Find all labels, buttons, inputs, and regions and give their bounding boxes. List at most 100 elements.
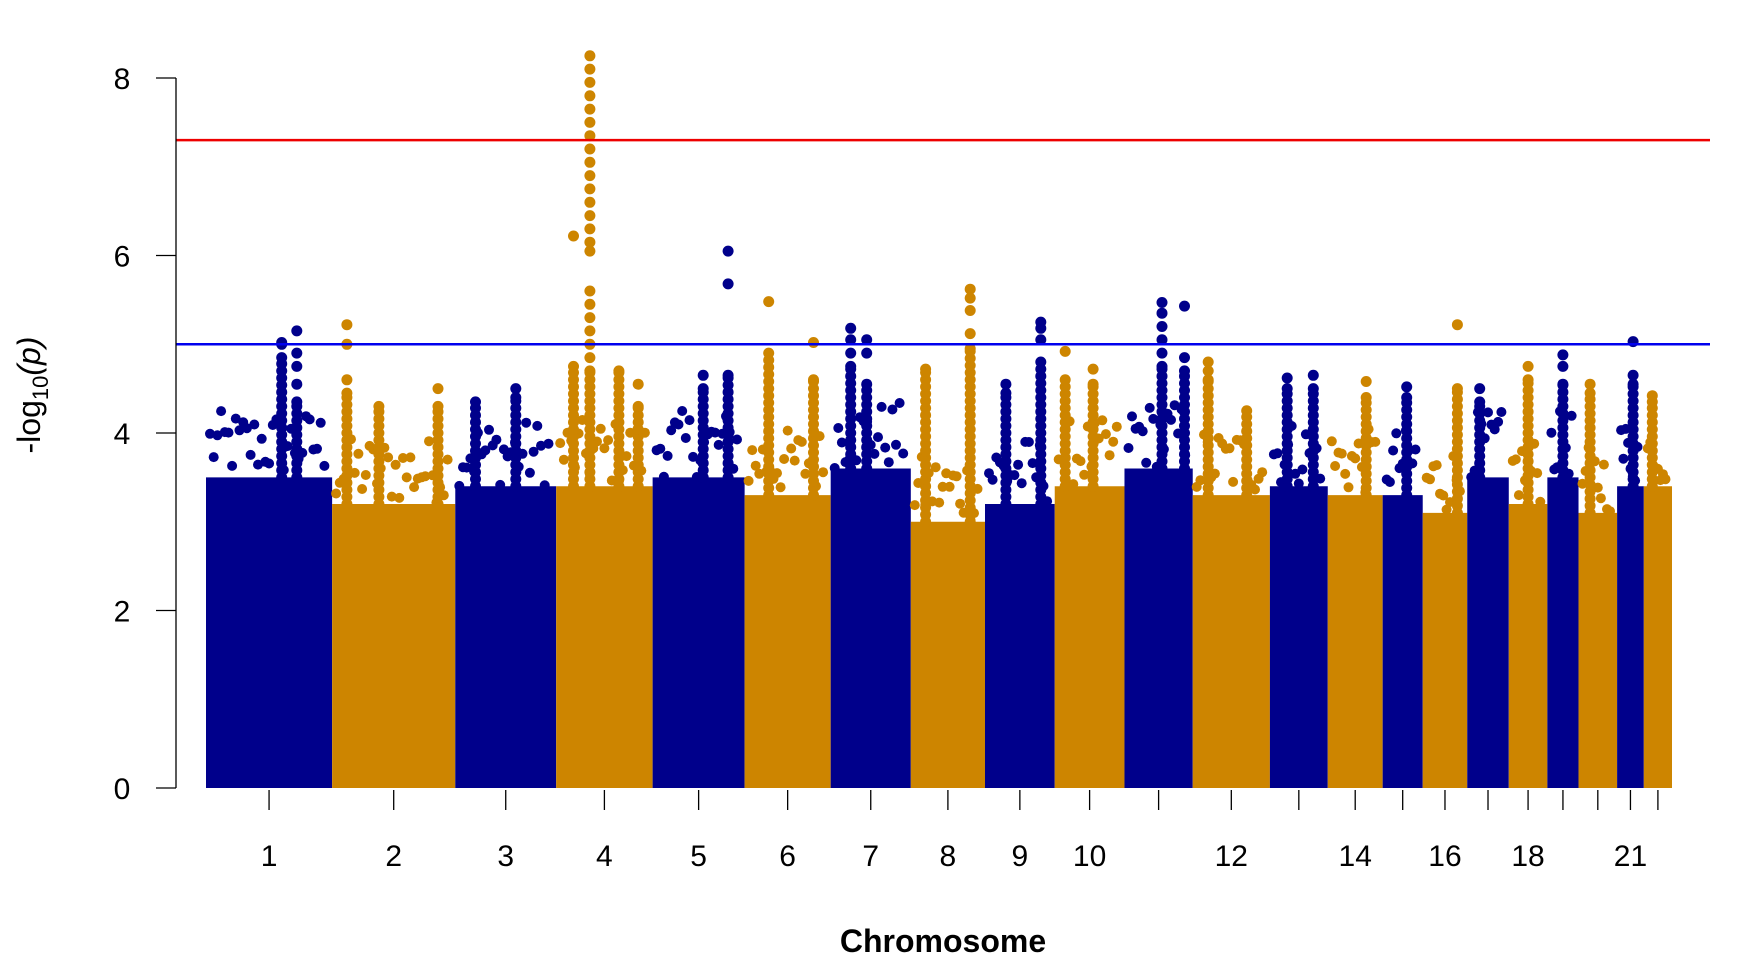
snp-point <box>584 223 596 235</box>
peak-chr-3 <box>470 396 481 492</box>
snp-point <box>584 170 596 182</box>
snp-point <box>1023 437 1034 447</box>
snp-point <box>887 404 898 415</box>
snp-point <box>1307 369 1319 381</box>
snp-point <box>697 369 709 381</box>
chromosome-14-bulk <box>1327 495 1383 788</box>
snp-point <box>1627 369 1639 381</box>
snp-point <box>584 236 596 248</box>
chromosome-4-bulk <box>556 486 653 788</box>
snp-point <box>898 448 909 459</box>
snp-point <box>291 325 303 337</box>
snp-point <box>599 443 610 454</box>
snp-point <box>353 448 364 459</box>
snp-point <box>1035 334 1047 346</box>
y-axis-title-subscript: 10 <box>28 376 53 400</box>
snp-point <box>584 63 596 75</box>
snp-point <box>880 442 891 453</box>
chromosome-15-bulk <box>1382 495 1423 788</box>
snp-point <box>710 427 721 438</box>
chromosome-5-points <box>651 406 745 788</box>
snp-point <box>394 492 405 503</box>
peak-chr-15 <box>1401 381 1413 501</box>
snp-point <box>532 420 543 431</box>
snp-point <box>1202 365 1214 377</box>
snp-point <box>782 425 793 436</box>
peak-chr-6 <box>763 296 775 501</box>
snp-point <box>291 347 303 359</box>
chromosome-13-points <box>1268 421 1328 788</box>
snp-point <box>1489 424 1500 435</box>
chromosome-11-points <box>1123 400 1193 788</box>
peak-chr-14 <box>1360 376 1372 501</box>
snp-point <box>584 103 596 115</box>
snp-point <box>1293 478 1304 489</box>
snp-point <box>1336 448 1347 459</box>
snp-point <box>1075 456 1086 467</box>
snp-point <box>249 419 260 430</box>
snp-point <box>1388 445 1399 456</box>
y-tick-label-2: 2 <box>114 596 131 629</box>
y-axis: 0 2 4 6 8 <box>114 63 177 806</box>
x-tick-label-9: 9 <box>1012 840 1029 873</box>
peak-chr-10 <box>1087 363 1099 492</box>
snp-point <box>1087 378 1099 390</box>
snp-point <box>409 482 420 493</box>
snp-point <box>1156 297 1168 308</box>
snp-point <box>1228 476 1239 487</box>
snp-point <box>390 459 401 470</box>
snp-point <box>1068 479 1079 490</box>
snp-point <box>818 467 829 478</box>
peak-chr-7 <box>845 322 857 474</box>
snp-point <box>461 462 472 473</box>
chromosome-17-bulk <box>1467 477 1509 788</box>
snp-point <box>937 481 948 492</box>
snp-point <box>568 230 579 242</box>
snp-point <box>883 457 894 468</box>
snp-point <box>1059 345 1071 357</box>
snp-point <box>1156 334 1168 346</box>
snp-point <box>1510 454 1521 465</box>
chromosome-19-bulk <box>1547 477 1579 788</box>
snp-point <box>987 474 998 485</box>
snp-point <box>1384 477 1395 487</box>
x-tick-label-4: 4 <box>596 840 613 873</box>
snp-point <box>1441 504 1452 515</box>
peak-chr-18 <box>1522 360 1534 510</box>
y-tick-label-4: 4 <box>114 418 131 451</box>
snp-point <box>1166 414 1176 425</box>
snp-point <box>1127 411 1137 422</box>
svg-text:-log10(p): -log10(p) <box>11 337 53 454</box>
snp-point <box>584 298 596 310</box>
snp-point <box>1156 321 1168 332</box>
chromosome-6-bulk <box>744 495 831 788</box>
snp-point <box>1522 360 1534 372</box>
snp-point <box>584 76 596 88</box>
snp-point <box>955 498 966 509</box>
snp-point <box>625 427 636 438</box>
snp-point <box>1618 453 1629 464</box>
peak-chr-5 <box>722 245 734 483</box>
snp-point <box>528 446 539 457</box>
x-tick-label-7: 7 <box>862 840 879 873</box>
snp-point <box>861 334 873 346</box>
snp-point <box>539 480 550 491</box>
snp-point <box>964 343 976 355</box>
snp-point <box>1000 378 1012 390</box>
snp-point <box>1595 493 1606 504</box>
chromosome-12-bulk <box>1192 495 1270 788</box>
snp-point <box>861 378 873 390</box>
snp-point <box>677 406 688 416</box>
snp-point <box>836 437 847 448</box>
snp-point <box>241 423 252 434</box>
x-tick-label-6: 6 <box>779 840 796 873</box>
snp-point <box>521 417 532 428</box>
snp-point <box>1391 428 1402 439</box>
snp-point <box>1532 468 1543 479</box>
snp-point <box>331 488 342 499</box>
snp-point <box>470 396 481 408</box>
snp-point <box>291 360 303 372</box>
snp-point <box>1326 436 1337 447</box>
snp-point <box>1144 402 1155 413</box>
snp-point <box>1195 475 1206 486</box>
